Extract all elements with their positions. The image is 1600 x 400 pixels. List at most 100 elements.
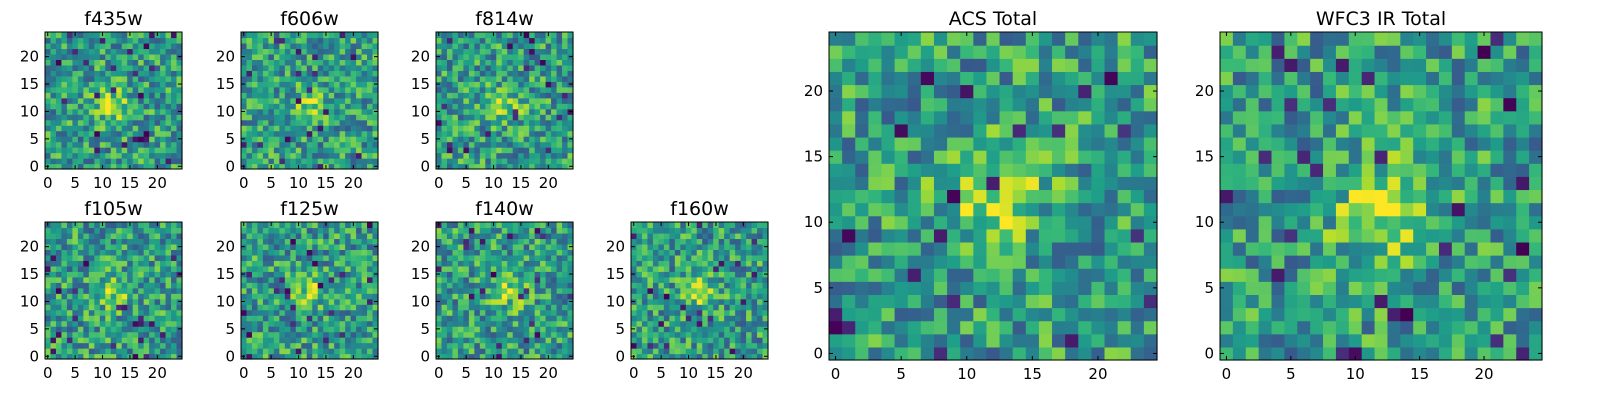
heatmap-cell (551, 119, 558, 126)
heatmap-cell (551, 254, 558, 261)
heatmap-cell (154, 108, 161, 115)
heatmap-cell (545, 147, 552, 154)
heatmap-cell (312, 309, 319, 316)
heatmap-cell (457, 298, 464, 305)
heatmap-cell (551, 108, 558, 115)
heatmap-cell (485, 260, 492, 267)
heatmap-cell (361, 298, 368, 305)
heatmap-cell (154, 59, 161, 66)
heatmap-cell (735, 249, 742, 256)
heatmap-cell (485, 37, 492, 44)
heatmap-cell (273, 147, 280, 154)
heatmap-cell (367, 265, 374, 272)
heatmap-cell (262, 243, 269, 250)
heatmap-cell (691, 293, 698, 300)
heatmap-cell (72, 147, 79, 154)
heatmap-cell (641, 282, 649, 289)
axes-frame (44, 221, 183, 360)
heatmap-cell (367, 254, 374, 261)
heatmap-cell (881, 176, 896, 191)
heatmap-cell (83, 265, 90, 272)
heatmap-cell (556, 59, 563, 66)
heatmap-cell (66, 282, 73, 289)
heatmap-cell (143, 326, 150, 333)
heatmap-cell (457, 304, 464, 311)
heatmap-cell (251, 48, 259, 55)
heatmap-cell (317, 243, 324, 250)
heatmap-cell (257, 32, 264, 39)
heatmap-cell (463, 282, 470, 289)
heatmap-cell (356, 293, 363, 300)
heatmap-cell (724, 309, 731, 316)
heatmap-cell (262, 37, 269, 44)
heatmap-cell (441, 81, 448, 88)
heatmap-cell (441, 70, 448, 77)
heatmap-cell (757, 232, 764, 240)
heatmap-cell (507, 298, 514, 305)
heatmap-cell (468, 97, 475, 104)
heatmap-cell (127, 276, 134, 283)
heatmap-cell (691, 260, 698, 267)
heatmap-cell (306, 147, 313, 154)
heatmap-cell (446, 342, 454, 349)
heatmap-cell (1012, 307, 1027, 322)
heatmap-cell (72, 238, 79, 245)
heatmap-cell (663, 227, 670, 234)
heatmap-cell (367, 342, 374, 349)
heatmap-cell (702, 309, 709, 316)
heatmap-cell (999, 281, 1014, 295)
heatmap-cell (132, 108, 139, 115)
heatmap-cell (746, 287, 753, 294)
heatmap-cell (165, 163, 172, 170)
heatmap-cell (328, 265, 335, 272)
heatmap-cell (165, 238, 172, 245)
heatmap-cell (116, 37, 123, 44)
heatmap-cell (160, 59, 167, 66)
heatmap-cell (652, 287, 659, 294)
heatmap-cell (160, 114, 167, 121)
heatmap-cell (960, 241, 974, 256)
heatmap-cell (441, 271, 448, 278)
x-tick-label: 15 (511, 364, 530, 382)
heatmap-cell (762, 232, 769, 240)
heatmap-cell (290, 260, 297, 267)
heatmap-cell (72, 342, 79, 349)
heatmap-cell (729, 331, 736, 338)
heatmap-cell (138, 249, 145, 256)
heatmap-cell (463, 342, 470, 349)
heatmap-cell (947, 346, 961, 361)
y-tick-label: 0 (225, 157, 235, 175)
heatmap-cell (290, 125, 297, 132)
heatmap-cell (284, 260, 291, 267)
heatmap-cell (72, 331, 79, 338)
heatmap-cell (452, 130, 459, 137)
heatmap-cell (83, 309, 90, 316)
heatmap-cell (641, 243, 649, 250)
heatmap-cell (551, 32, 558, 39)
heatmap-cell (94, 119, 101, 126)
heatmap-cell (312, 86, 319, 93)
heatmap-cell (881, 189, 896, 204)
heatmap-cell (907, 281, 922, 295)
heatmap-cell (534, 254, 541, 261)
heatmap-cell (441, 42, 448, 50)
heatmap-cell (446, 271, 454, 278)
heatmap-cell (372, 227, 379, 234)
heatmap-cell (94, 260, 101, 267)
heatmap-cell (490, 249, 497, 256)
heatmap-cell (301, 342, 308, 349)
heatmap-cell (436, 265, 443, 272)
heatmap-cell (295, 152, 302, 159)
heatmap-cell (323, 298, 330, 305)
heatmap-cell (72, 53, 79, 60)
heatmap-cell (268, 293, 275, 300)
heatmap-cell (631, 238, 638, 245)
heatmap-cell (680, 243, 687, 250)
heatmap-cell (55, 232, 63, 240)
heatmap-cell (669, 287, 676, 294)
heatmap-cell (641, 331, 649, 338)
heatmap-cell (143, 158, 150, 165)
heatmap-cell (512, 42, 519, 50)
heatmap-cell (1038, 333, 1053, 348)
heatmap-cell (999, 163, 1014, 177)
